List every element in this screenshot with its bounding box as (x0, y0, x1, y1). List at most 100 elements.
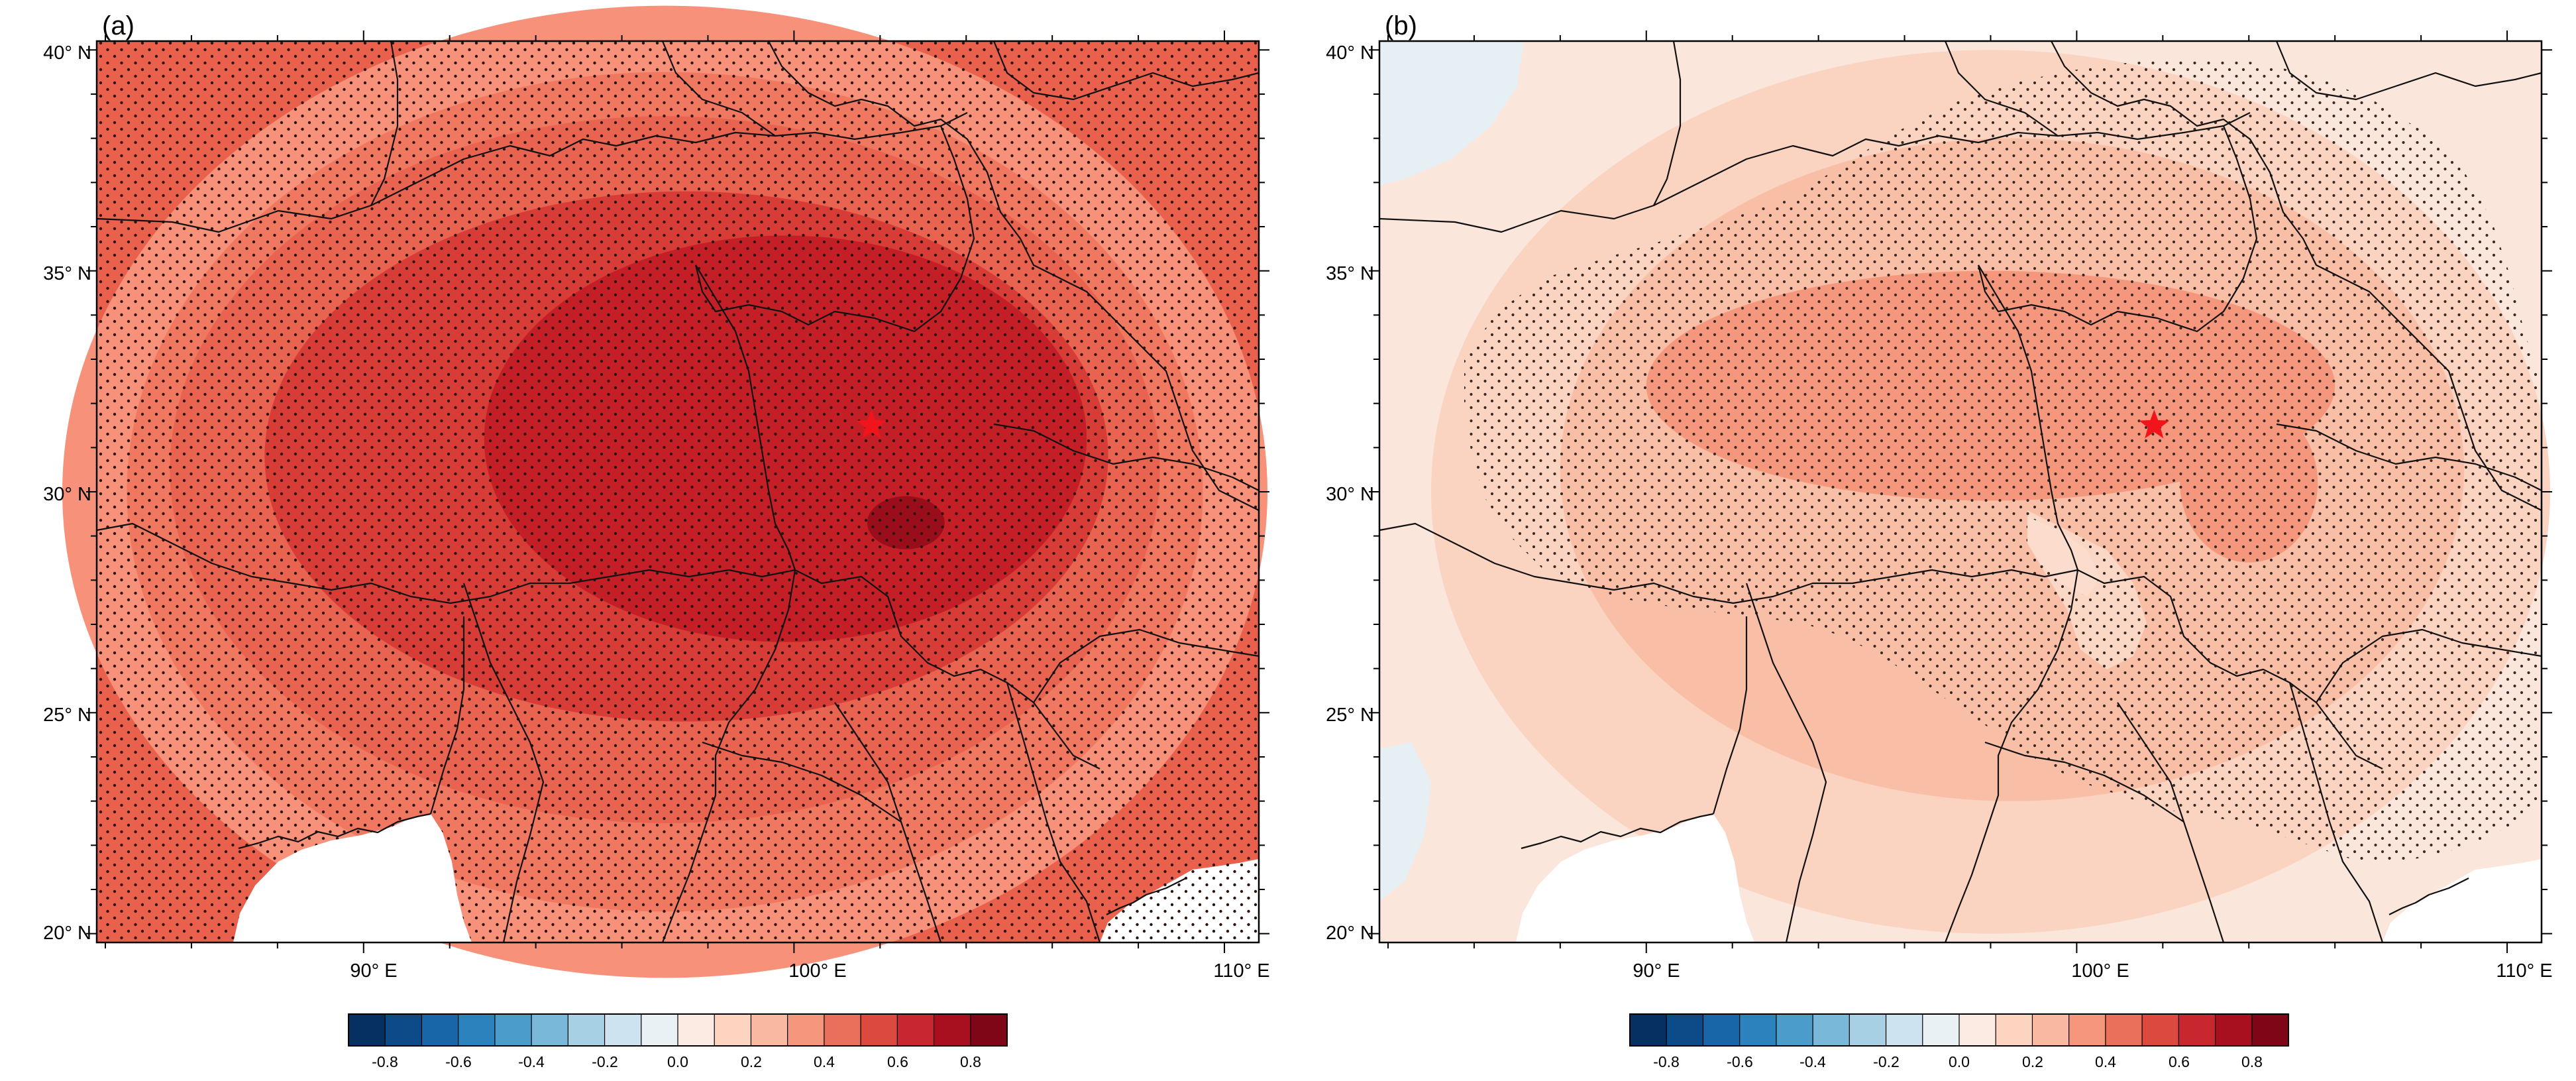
colorbar-cell (2068, 1014, 2106, 1046)
colorbar-cell (1886, 1014, 1923, 1046)
panel-b-lon-labels: 90° E 100° E 110° E (1633, 960, 2552, 982)
colorbar-tick-label: 0.4 (814, 1053, 835, 1070)
colorbar-tick-label: 0.0 (1949, 1053, 1970, 1070)
colorbar-cell (494, 1014, 532, 1046)
panel-a-lat-label: 25° N (43, 705, 91, 726)
panel-a-bay-of-bengal (233, 814, 472, 942)
panel-b-colorbar-cells (1630, 1014, 2289, 1046)
colorbar-tick-label: 0.0 (667, 1053, 688, 1070)
colorbar-tick-label: -0.2 (1873, 1053, 1900, 1070)
colorbar-tick-label: -0.4 (1799, 1053, 1826, 1070)
panel-b-label: (b) (1385, 11, 1417, 40)
colorbar-cell (861, 1014, 898, 1046)
panel-b-field (1378, 40, 2550, 944)
panel-a-colorbar: -0.8 -0.6 -0.4 -0.2 0.0 0.2 0.4 0.6 0.8 (348, 1013, 1008, 1070)
colorbar-tick-label: 0.6 (887, 1053, 908, 1070)
colorbar-cell (604, 1014, 642, 1046)
panel-a-location-star (856, 410, 887, 439)
colorbar-cell (1849, 1014, 1887, 1046)
panel-b-borders (1379, 40, 2542, 943)
colorbar-tick-label: -0.8 (1653, 1053, 1680, 1070)
colorbar-cell (824, 1014, 861, 1046)
panel-a-borders (96, 40, 1260, 943)
colorbar-cell (1703, 1014, 1741, 1046)
colorbar-tick-label: -0.8 (372, 1053, 398, 1070)
panel-a-lat-label: 35° N (43, 263, 91, 284)
panel-a-label: (a) (102, 11, 134, 40)
panel-b-lat-label: 30° N (1326, 484, 1374, 505)
colorbar-cell (2215, 1014, 2253, 1046)
panel-b-lon-label: 90° E (1633, 960, 1680, 982)
colorbar-cell (2142, 1014, 2179, 1046)
colorbar-cell (751, 1014, 788, 1046)
colorbar-cell (1959, 1014, 1996, 1046)
colorbar-tick-label: 0.2 (741, 1053, 762, 1070)
panel-b-ticks (1369, 30, 2552, 953)
colorbar-cell (897, 1014, 935, 1046)
panel-a-map: (a) (43, 5, 1270, 982)
colorbar-cell (1813, 1014, 1850, 1046)
panel-b-lat-label: 25° N (1326, 705, 1374, 726)
panel-a-lat-labels: 40° N 35° N 30° N 25° N 20° N (43, 42, 91, 944)
colorbar-tick-label: 0.8 (2241, 1053, 2263, 1070)
colorbar-tick-label: -0.4 (518, 1053, 545, 1070)
panel-b-lon-label: 110° E (2496, 960, 2552, 982)
panel-a-lon-label: 90° E (350, 960, 397, 982)
panel-b-south-china-sea (2383, 859, 2542, 942)
colorbar-tick-label: -0.2 (592, 1053, 618, 1070)
panel-a-lon-label: 110° E (1213, 960, 1269, 982)
panel-b-colorbar-labels: -0.8 -0.6 -0.4 -0.2 0.0 0.2 0.4 0.6 0.8 (1653, 1053, 2263, 1070)
colorbar-tick-label: 0.8 (960, 1053, 981, 1070)
colorbar-cell (2105, 1014, 2143, 1046)
panel-a-colorbar-labels: -0.8 -0.6 -0.4 -0.2 0.0 0.2 0.4 0.6 0.8 (372, 1053, 981, 1070)
colorbar-tick-label: 0.4 (2095, 1053, 2116, 1070)
colorbar-cell (1739, 1014, 1777, 1046)
panel-a-lat-label: 30° N (43, 484, 91, 505)
colorbar-cell (385, 1014, 422, 1046)
colorbar-cell (421, 1014, 459, 1046)
panel-b-lat-label: 35° N (1326, 263, 1374, 284)
panel-b-significance-stipple (1464, 60, 2542, 862)
panel-b-lat-label: 20° N (1326, 923, 1374, 944)
colorbar-cell (1922, 1014, 1960, 1046)
colorbar-cell (1996, 1014, 2033, 1046)
panel-a-lat-label: 40° N (43, 42, 91, 64)
panel-b-negative-patch (1379, 742, 1431, 901)
colorbar-cell (1666, 1014, 1703, 1046)
panel-b-negative-patch (1379, 41, 1524, 186)
panel-b-colorbar-frame (1629, 1013, 2289, 1047)
colorbar-cell (714, 1014, 751, 1046)
colorbar-cell (531, 1014, 568, 1046)
panel-b-lat-label: 40° N (1326, 42, 1374, 64)
panel-a-significance-stipple (97, 41, 1259, 942)
panel-a-colorbar-frame (348, 1013, 1008, 1047)
panel-a-field (62, 5, 1267, 978)
colorbar-tick-label: 0.6 (2169, 1053, 2190, 1070)
colorbar-tick-label: -0.6 (445, 1053, 472, 1070)
colorbar-cell (349, 1014, 386, 1046)
panel-b-location-star (2139, 410, 2170, 439)
colorbar-cell (678, 1014, 715, 1046)
colorbar-cell (568, 1014, 606, 1046)
colorbar-cell (934, 1014, 971, 1046)
colorbar-cell (970, 1014, 1008, 1046)
panel-a-ticks (86, 30, 1269, 953)
panel-b-bay-of-bengal (1516, 814, 1754, 942)
panel-a-lon-labels: 90° E 100° E 110° E (350, 960, 1269, 982)
colorbar-cell (1630, 1014, 1667, 1046)
colorbar-cell (2251, 1014, 2289, 1046)
colorbar-cell (2178, 1014, 2216, 1046)
panel-b-lat-labels: 40° N 35° N 30° N 25° N 20° N (1326, 42, 1374, 944)
colorbar-cell (787, 1014, 825, 1046)
panel-b-lon-label: 100° E (2071, 960, 2129, 982)
panel-a-lon-label: 100° E (788, 960, 846, 982)
colorbar-tick-label: -0.6 (1727, 1053, 1753, 1070)
panel-a-colorbar-cells (349, 1014, 1008, 1046)
colorbar-cell (641, 1014, 678, 1046)
colorbar-tick-label: 0.2 (2022, 1053, 2043, 1070)
panel-b-colorbar: -0.8 -0.6 -0.4 -0.2 0.0 0.2 0.4 0.6 0.8 (1629, 1013, 2289, 1070)
panel-a-lat-label: 20° N (43, 923, 91, 944)
panel-b-nonsignificant-hole (2027, 517, 2100, 597)
colorbar-cell (1776, 1014, 1813, 1046)
